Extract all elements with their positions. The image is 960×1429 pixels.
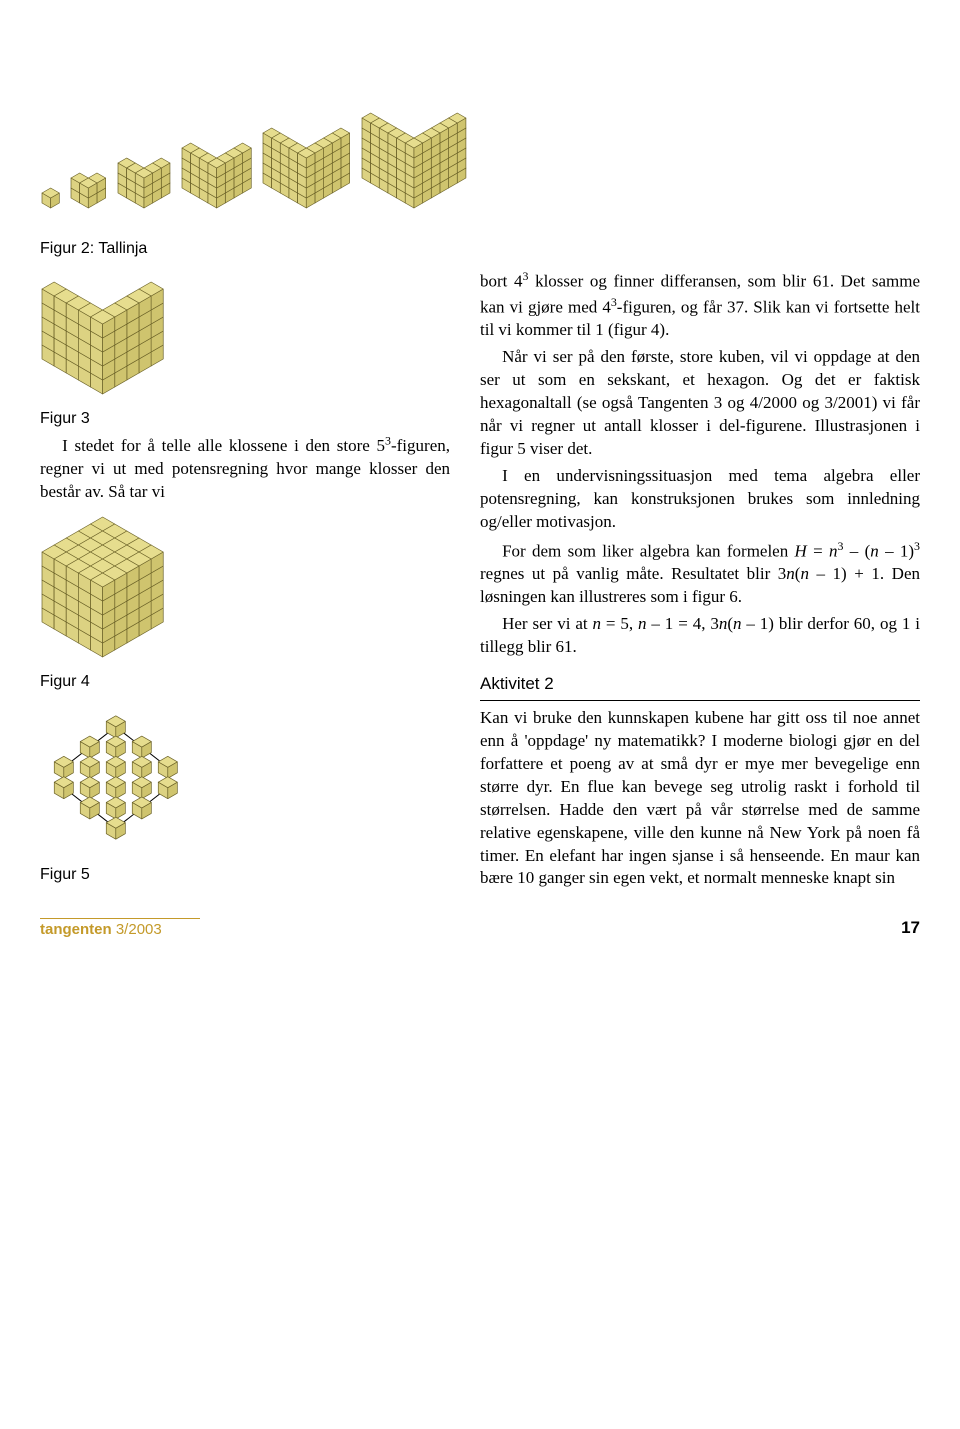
- activity-2-heading: Aktivitet 2: [480, 673, 920, 698]
- journal-name: tangenten: [40, 921, 112, 938]
- figure-3-caption: Figur 3: [40, 410, 450, 428]
- figure-5-caption: Figur 5: [40, 866, 450, 884]
- left-paragraph-1: I stedet for å telle alle klossene i den…: [40, 432, 450, 503]
- figure-5: [40, 703, 450, 852]
- right-paragraph-3: I en undervisningssituasjon med tema alg…: [480, 465, 920, 534]
- cube-shell-5: [261, 126, 352, 210]
- cube-shell-6: [360, 111, 468, 210]
- journal-issue: 3/2003: [116, 921, 162, 938]
- right-paragraph-4: For dem som liker algebra kan formelen H…: [480, 538, 920, 609]
- top-cube-row: [40, 10, 920, 210]
- cube-shell-2: [69, 171, 108, 210]
- figure-2-caption: Figur 2: Tallinja: [40, 240, 920, 258]
- figure-4-caption: Figur 4: [40, 673, 450, 691]
- cube-shell-3: [116, 156, 172, 210]
- page-number: 17: [901, 918, 920, 938]
- left-column: Figur 3 I stedet for å telle alle klosse…: [40, 268, 450, 894]
- right-column: bort 43 klosser og finner differansen, s…: [480, 268, 920, 894]
- right-paragraph-2: Når vi ser på den første, store kuben, v…: [480, 346, 920, 461]
- cube-shell-1: [40, 186, 61, 210]
- footer-journal: tangenten 3/2003: [40, 918, 200, 938]
- figure-3: [40, 280, 450, 396]
- activity-2-text: Kan vi bruke den kunnskapen kubene har g…: [480, 707, 920, 891]
- cube-shell-4: [180, 141, 253, 210]
- figure-4: [40, 515, 450, 659]
- two-column-layout: Figur 3 I stedet for å telle alle klosse…: [40, 268, 920, 894]
- text: I stedet for å telle alle klossene i den…: [40, 436, 450, 501]
- right-paragraph-5: Her ser vi at n = 5, n – 1 = 4, 3n(n – 1…: [480, 613, 920, 659]
- page-footer: tangenten 3/2003 17: [40, 918, 920, 938]
- activity-rule: [480, 700, 920, 701]
- right-paragraph-1: bort 43 klosser og finner differansen, s…: [480, 268, 920, 342]
